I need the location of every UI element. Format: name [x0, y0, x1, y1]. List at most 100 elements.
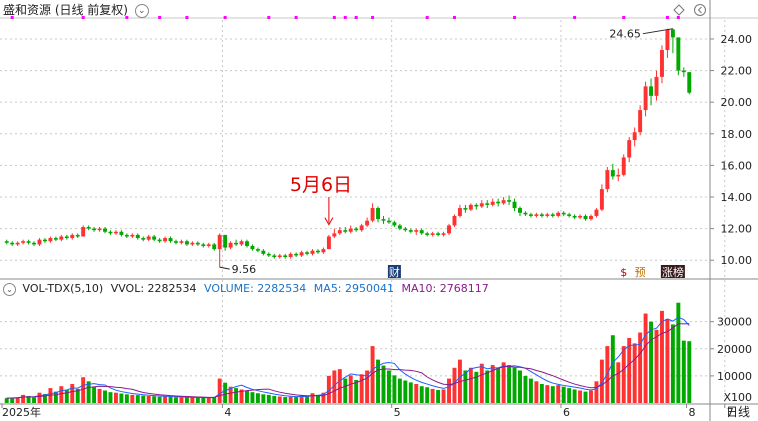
chart-header: 盛和资源 (日线 前复权) ⌄ — [3, 1, 149, 18]
date-tick-label: 4 — [224, 406, 231, 419]
candle — [496, 198, 501, 207]
volume-tick-label: 10000 — [717, 370, 752, 383]
volume-bar — [501, 362, 506, 403]
volume-indicator-header: ⌄ VOL-TDX(5,10) VVOL: 2282534 VOLUME: 22… — [3, 282, 489, 296]
candle — [386, 217, 391, 224]
candle-body — [343, 230, 348, 232]
date-tick-label: 8 — [689, 406, 696, 419]
chevron-left-icon[interactable] — [694, 4, 706, 16]
candle-body — [430, 233, 435, 235]
chevron-down-icon[interactable]: ⌄ — [3, 282, 16, 296]
volume-bar — [326, 375, 331, 403]
volume-bar — [632, 343, 637, 403]
candle — [152, 234, 157, 242]
candle — [239, 239, 244, 246]
candle — [599, 184, 604, 212]
candle — [518, 206, 522, 216]
candle-body — [348, 228, 353, 232]
candle — [337, 227, 342, 235]
candle-body — [48, 238, 53, 242]
candle-body — [21, 241, 26, 243]
candle — [223, 234, 228, 251]
candle-body — [337, 230, 342, 234]
volume-tick-label: 20000 — [717, 343, 752, 356]
candle-body — [288, 253, 293, 258]
candle — [332, 228, 337, 239]
candle-body — [206, 244, 211, 246]
candle-body — [42, 239, 47, 242]
candle — [184, 239, 189, 246]
candle — [75, 233, 80, 239]
volume-bar — [42, 394, 47, 403]
candle-body — [310, 250, 315, 254]
diamond-icon[interactable] — [673, 4, 685, 16]
candle-body — [184, 241, 189, 245]
volume-bar — [523, 375, 528, 403]
candle-body — [670, 29, 675, 38]
event-marker — [10, 16, 14, 19]
candle — [201, 242, 206, 248]
candle-body — [179, 241, 184, 243]
candle-body — [53, 238, 58, 240]
volume-bar — [386, 370, 391, 403]
candle — [261, 249, 266, 256]
volume-bar — [168, 397, 173, 403]
volume-bar — [687, 341, 692, 403]
candle — [141, 236, 146, 242]
chevron-down-icon[interactable]: ⌄ — [134, 3, 149, 18]
volume-bar — [348, 375, 353, 403]
volume-bar — [660, 310, 664, 403]
indicator-name[interactable]: VOL-TDX(5,10) — [22, 282, 104, 295]
dividend-badge-text: $ — [620, 266, 627, 279]
candle-body — [490, 201, 495, 205]
volume-bar — [681, 340, 686, 403]
date-tick-label: 5 — [394, 406, 401, 419]
volume-bar — [32, 397, 36, 403]
candle-body — [441, 233, 446, 235]
volume-bar — [288, 396, 293, 403]
candle — [64, 234, 69, 240]
volume-bar — [135, 395, 140, 403]
volume-bar — [381, 365, 386, 403]
candle — [479, 200, 484, 209]
candle-body — [272, 255, 277, 258]
candle-body — [414, 230, 419, 232]
candle — [245, 239, 249, 248]
volume-bar — [643, 313, 648, 403]
period-label: 日线 — [726, 405, 750, 419]
candle-body — [528, 214, 533, 216]
candle — [283, 253, 288, 259]
volume-bar — [627, 337, 632, 403]
event-marker — [158, 16, 162, 19]
candle — [681, 67, 686, 77]
volume-bar — [397, 378, 402, 403]
candle-body — [130, 234, 135, 237]
volume-bar — [305, 396, 310, 403]
candle — [561, 211, 566, 216]
candle-body — [86, 227, 91, 229]
candle-body — [616, 174, 621, 177]
candle — [643, 81, 648, 117]
candle-body — [212, 244, 217, 250]
candle-body — [37, 239, 42, 245]
volume-bar — [10, 397, 15, 403]
candle — [42, 238, 47, 243]
candle — [26, 239, 31, 245]
event-marker — [185, 16, 189, 19]
volume-bar — [479, 363, 484, 403]
candle — [157, 238, 162, 243]
candle — [305, 250, 310, 256]
candle — [507, 195, 512, 205]
volume-bar — [4, 398, 9, 403]
candle-body — [539, 214, 544, 216]
volume-bar — [201, 397, 206, 403]
volume-bar — [337, 369, 342, 403]
candle — [365, 217, 370, 228]
candle — [113, 230, 118, 235]
candle — [381, 215, 386, 224]
volume-bar — [272, 395, 277, 403]
candle — [354, 227, 359, 232]
candle — [539, 212, 544, 218]
candle — [294, 252, 299, 258]
